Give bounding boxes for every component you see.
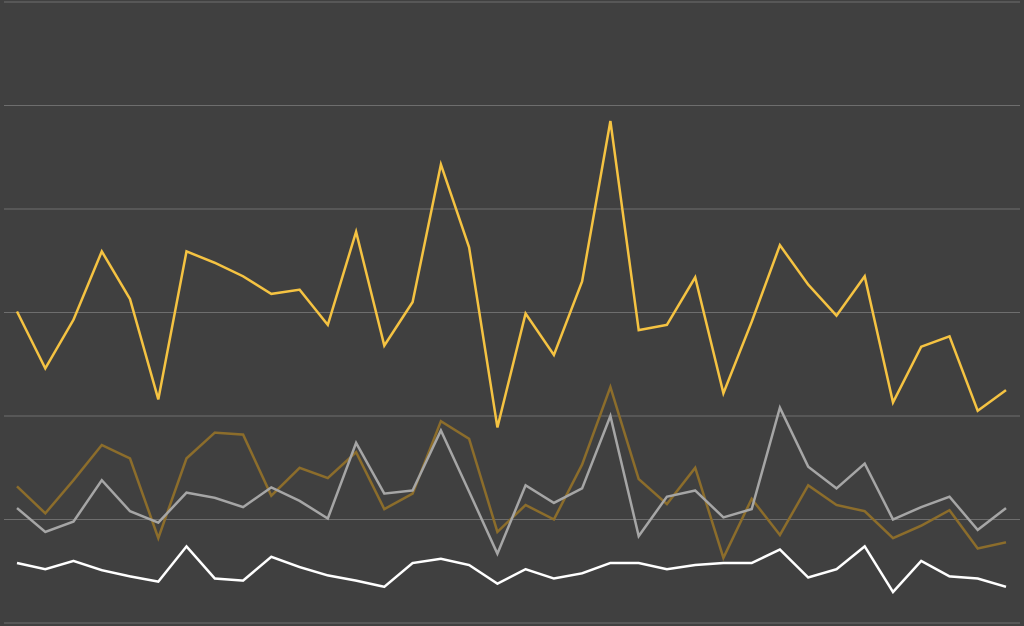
series-line — [16, 404, 1007, 557]
series-line — [15, 120, 1007, 428]
series-line — [16, 544, 1007, 595]
